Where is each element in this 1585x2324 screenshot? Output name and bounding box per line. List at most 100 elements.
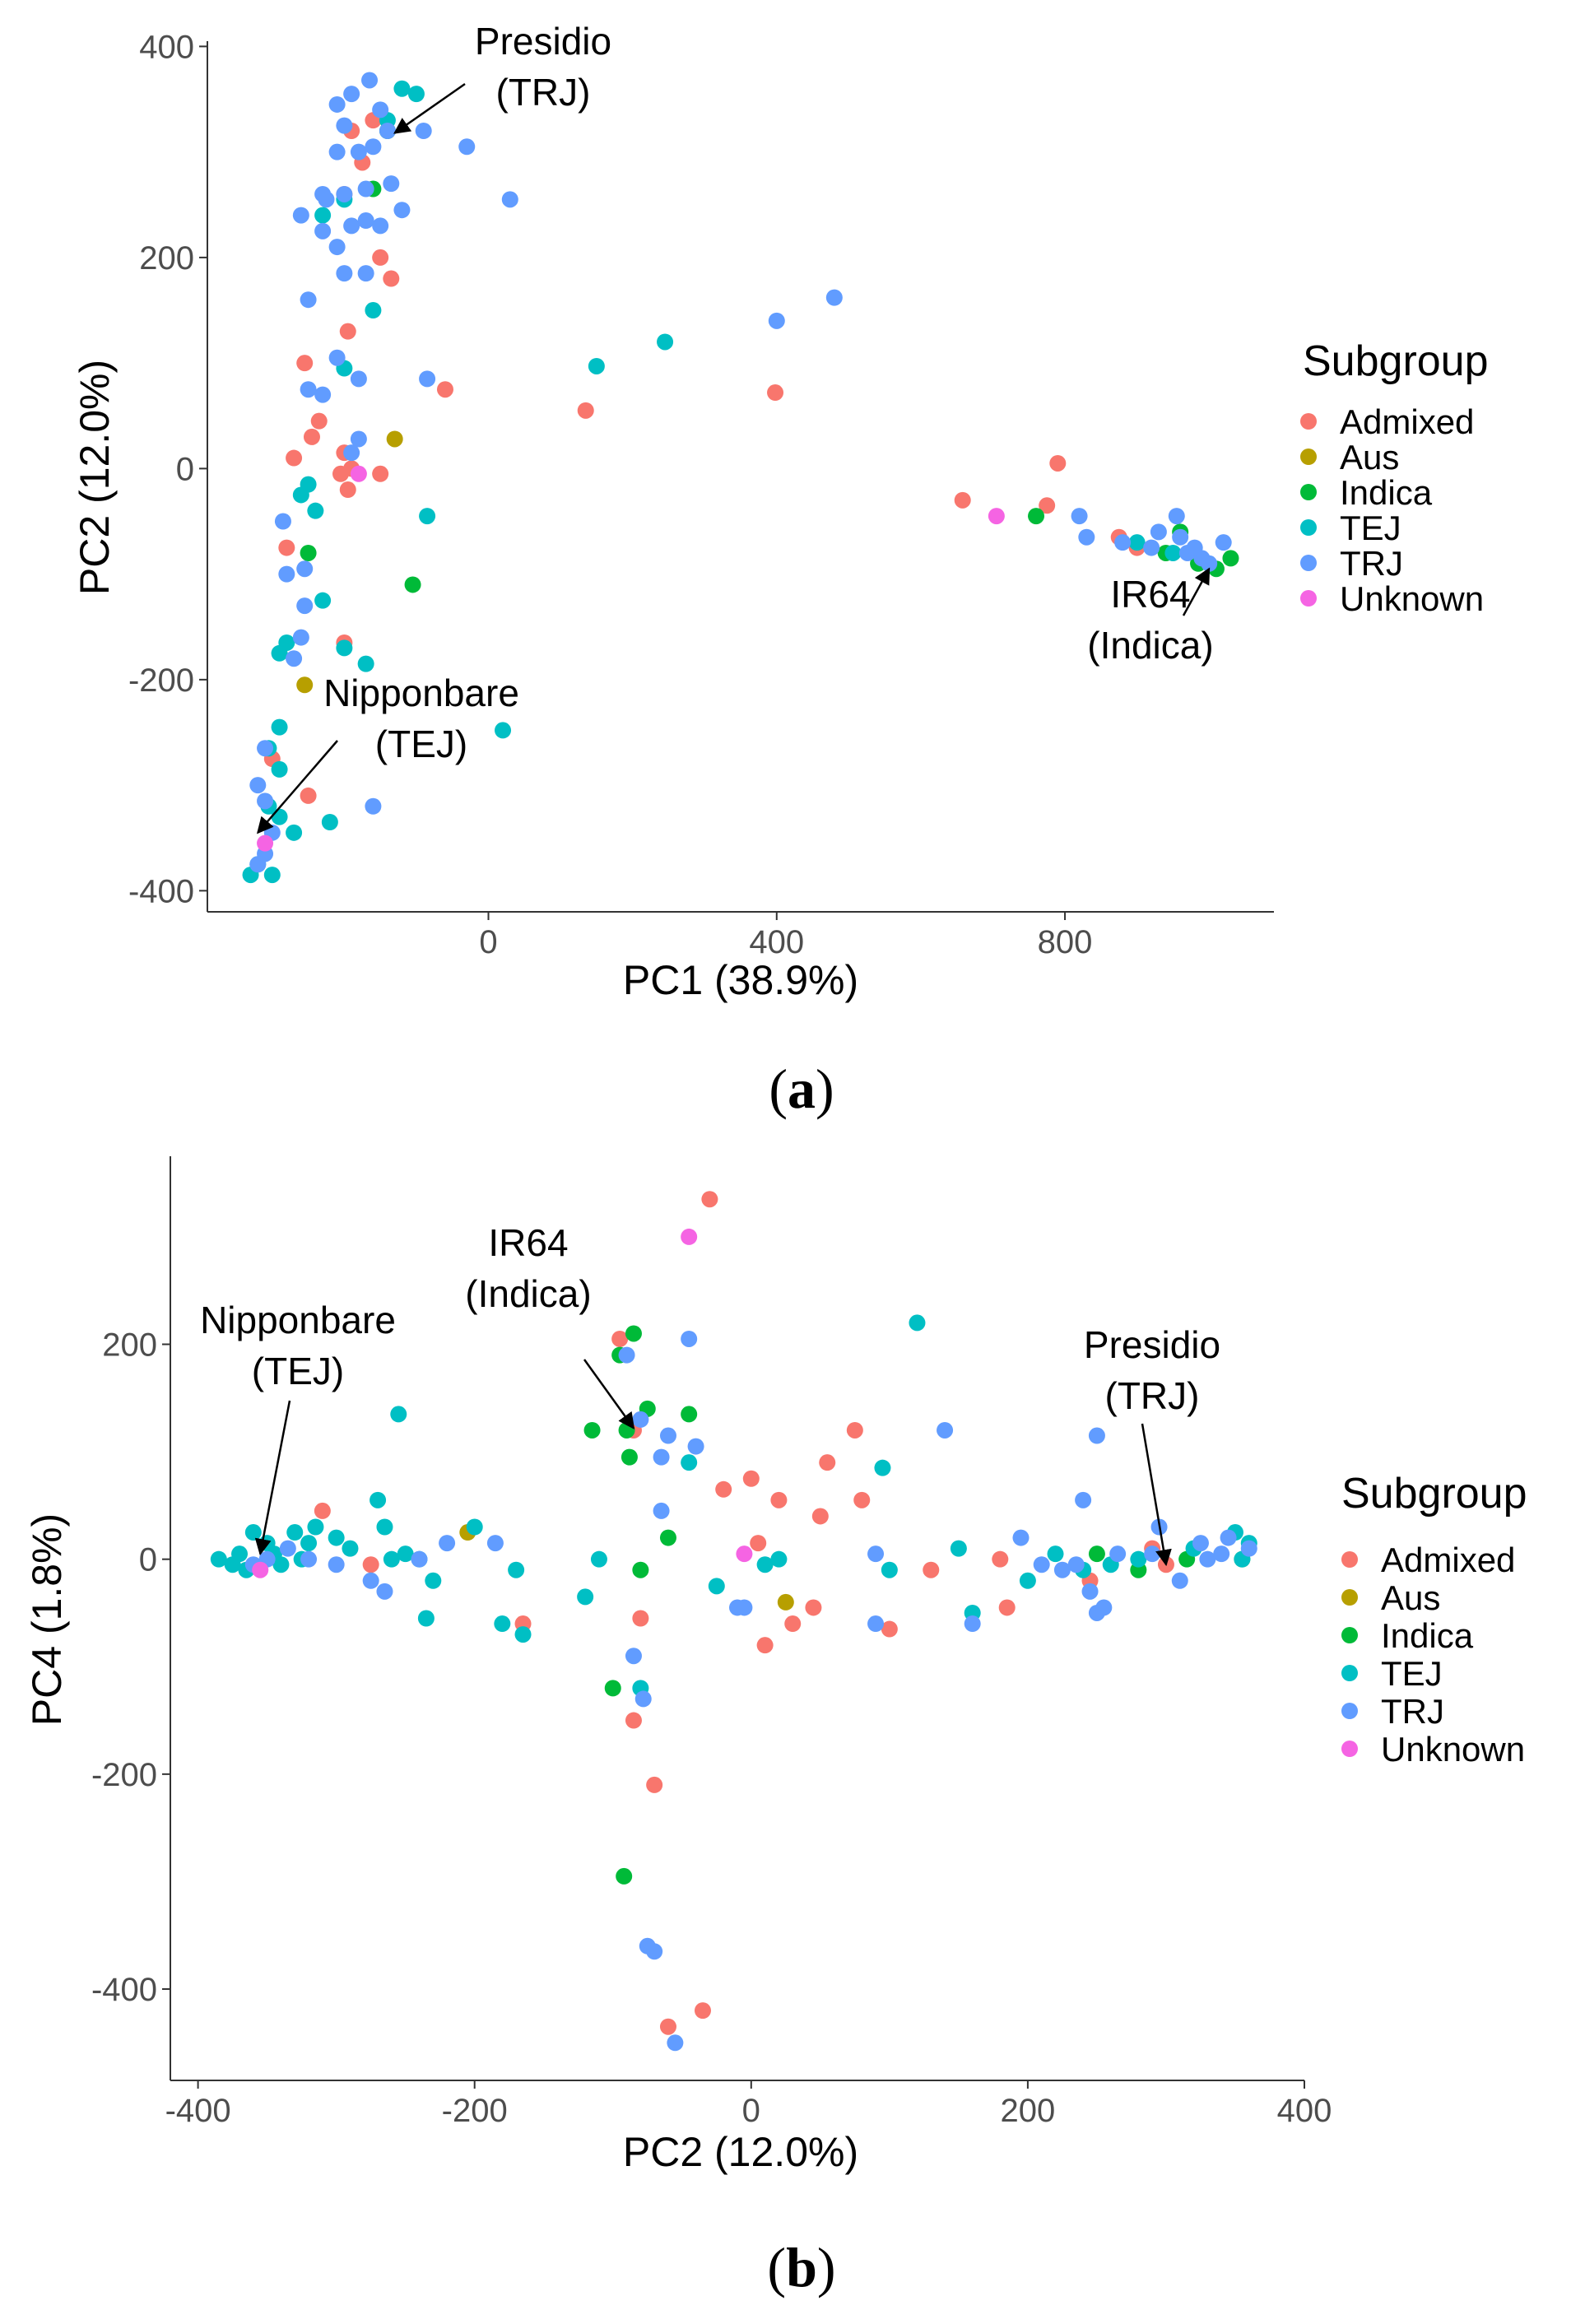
point-indica [618,1421,635,1439]
point-admixed [372,249,389,266]
annotation-name: IR64 [488,1221,568,1264]
point-indica [681,1406,698,1423]
point-trj [350,143,367,160]
point-tej [263,867,281,884]
point-trj [343,217,360,235]
point-trj [1220,1529,1237,1546]
point-unknown [681,1228,698,1245]
point-trj [1078,528,1095,546]
legend-key-indica [1300,484,1317,500]
y-tick-label: 0 [139,1542,157,1578]
annotation-name: Nipponbare [200,1299,396,1341]
point-aus [386,430,403,448]
point-admixed [436,381,453,398]
point-trj [365,138,382,156]
point-trj [292,207,309,224]
point-tej [321,813,338,830]
point-trj [393,202,411,219]
point-unknown [736,1545,753,1563]
point-admixed [577,402,594,419]
y-tick-label: 0 [176,451,194,487]
point-trj [419,370,436,388]
legend-label-indica: Indica [1381,1616,1474,1655]
point-tej [342,1540,359,1557]
point-trj [964,1615,981,1633]
point-tej [1019,1572,1036,1589]
panel-b-legend-title: Subgroup [1341,1470,1527,1518]
point-tej [307,502,324,519]
point-admixed [314,1502,331,1519]
point-admixed [310,412,328,430]
point-admixed [372,465,389,482]
point-indica [616,1867,633,1885]
point-trj [357,265,374,282]
point-tej [383,1550,400,1568]
point-trj [867,1545,885,1563]
legend-key-trj [1341,1703,1358,1719]
annotation-arrow [256,740,338,834]
point-admixed [296,355,314,372]
annotation-name: Presidio [475,20,611,63]
point-trj [439,1535,456,1552]
point-admixed [1039,497,1056,514]
point-trj [328,239,346,256]
legend-label-tej: TEJ [1381,1654,1443,1693]
y-tick-label: -200 [91,1757,157,1793]
legend-label-trj: TRJ [1340,544,1403,583]
annotation-arrow [393,82,466,134]
point-trj [1053,1561,1071,1578]
point-admixed [992,1550,1009,1568]
annotation-arrow [583,1359,635,1429]
point-admixed [923,1561,940,1578]
point-trj [1143,539,1160,556]
point-trj [292,629,309,646]
point-trj [1067,1556,1085,1573]
point-trj [362,1572,379,1589]
x-tick-label: 200 [1001,2093,1056,2129]
point-tej [314,592,332,609]
point-admixed [339,323,356,340]
point-tej [286,824,303,841]
point-trj [357,212,374,230]
panel-a-label-open-paren: ( [769,1057,788,1120]
annotation-group: (TEJ) [252,1350,344,1392]
point-admixed [383,270,400,287]
point-tej [390,1406,407,1423]
point-admixed [756,1637,774,1654]
y-tick-label: 200 [102,1327,157,1364]
point-admixed [646,1776,663,1793]
x-tick-label: 400 [1277,2093,1332,2129]
point-indica [659,1529,676,1546]
point-admixed [611,1330,629,1347]
panel-b-points [210,1191,1257,2052]
point-tej [417,1610,435,1627]
point-indica [404,576,421,593]
point-trj [1199,1550,1216,1568]
point-tej [307,1518,324,1536]
legend-key-indica [1341,1627,1358,1643]
point-trj [1172,528,1189,546]
point-trj [1215,534,1232,551]
point-trj [1171,1572,1188,1589]
legend-key-trj [1300,555,1317,571]
point-admixed [632,1610,649,1627]
point-trj [286,650,303,667]
point-trj [653,1448,670,1466]
point-trj [274,513,291,530]
point-trj [1150,523,1167,541]
panel-a-label-close-paren: ) [816,1057,834,1120]
panel-b-x-ticks: -400 -200 0 200 400 [165,2080,1332,2129]
legend-label-aus: Aus [1340,438,1399,476]
y-tick-label: 400 [139,29,194,65]
point-trj [1114,534,1132,551]
point-unknown [252,1561,269,1578]
point-tej [271,718,288,736]
point-trj [625,1648,642,1665]
point-trj [350,370,367,388]
point-trj [372,217,389,235]
point-trj [458,138,476,156]
point-trj [1168,508,1185,525]
legend-label-indica: Indica [1340,473,1433,512]
point-trj [328,349,346,366]
point-tej [708,1578,725,1595]
